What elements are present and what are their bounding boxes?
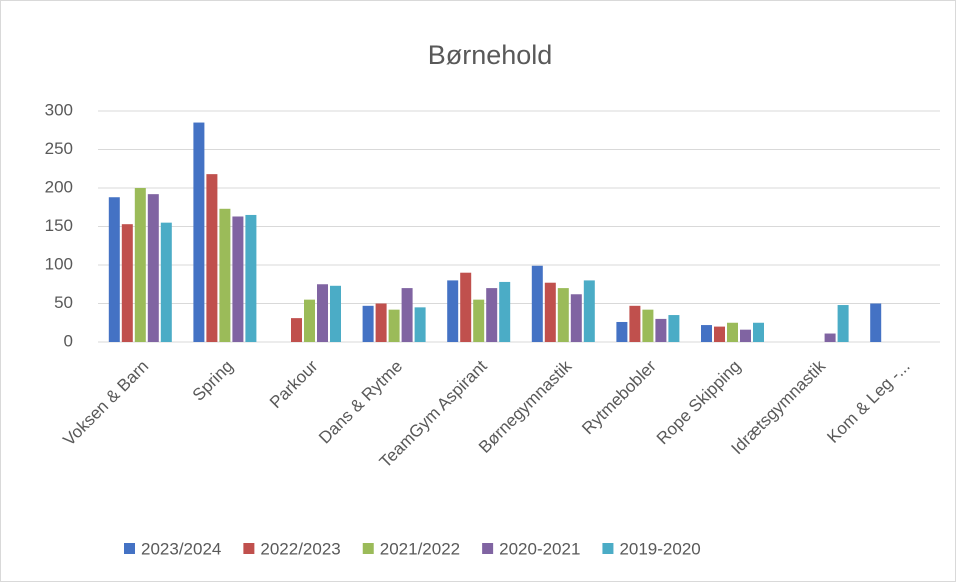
bar	[714, 326, 725, 342]
y-tick-label: 300	[45, 100, 73, 119]
chart-title: Børnehold	[428, 40, 553, 70]
y-tick-label: 100	[45, 254, 73, 273]
legend-swatch	[482, 543, 494, 554]
y-tick-label: 0	[64, 331, 73, 350]
bar	[544, 282, 556, 342]
bar	[629, 305, 641, 342]
bar	[330, 285, 341, 342]
bar	[753, 322, 764, 342]
bar	[642, 309, 654, 342]
bar	[460, 272, 472, 342]
bar	[245, 214, 257, 342]
legend-swatch	[602, 543, 614, 554]
bar	[824, 333, 836, 342]
bar	[388, 309, 400, 342]
bar	[108, 197, 120, 342]
bar	[291, 318, 302, 342]
legend-label: 2023/2024	[141, 539, 221, 558]
y-tick-label: 50	[54, 293, 73, 312]
bar	[740, 329, 751, 342]
bar	[121, 224, 133, 342]
bar	[447, 280, 459, 342]
bar	[570, 294, 582, 342]
bar	[870, 303, 882, 342]
bar	[232, 216, 244, 342]
y-tick-label: 150	[45, 216, 73, 235]
bar	[668, 315, 680, 342]
legend-swatch	[243, 543, 255, 554]
bar	[219, 208, 231, 342]
bar	[193, 122, 205, 342]
bar	[837, 305, 849, 342]
bar	[557, 288, 569, 342]
bar	[473, 299, 485, 342]
y-tick-label: 250	[45, 139, 73, 158]
legend-label: 2022/2023	[260, 539, 340, 558]
bar	[401, 288, 413, 342]
bar	[362, 305, 374, 342]
bar	[317, 284, 328, 342]
legend-swatch	[362, 543, 374, 554]
bar	[499, 281, 511, 342]
bar	[616, 321, 628, 342]
legend-label: 2021/2022	[380, 539, 460, 558]
bar	[486, 288, 498, 342]
bar	[134, 188, 146, 342]
bar	[206, 174, 218, 342]
bar	[414, 307, 426, 342]
legend-swatch	[124, 543, 135, 554]
bar	[583, 280, 595, 342]
bar	[375, 303, 387, 342]
legend-label: 2019-2020	[619, 539, 700, 558]
bar	[701, 325, 712, 342]
bar	[531, 265, 543, 342]
legend-label: 2020-2021	[499, 539, 580, 558]
bar	[727, 322, 738, 342]
y-tick-label: 200	[45, 177, 73, 196]
bar	[655, 318, 667, 342]
bar	[160, 222, 172, 342]
bar	[147, 194, 159, 342]
bar	[304, 299, 315, 342]
